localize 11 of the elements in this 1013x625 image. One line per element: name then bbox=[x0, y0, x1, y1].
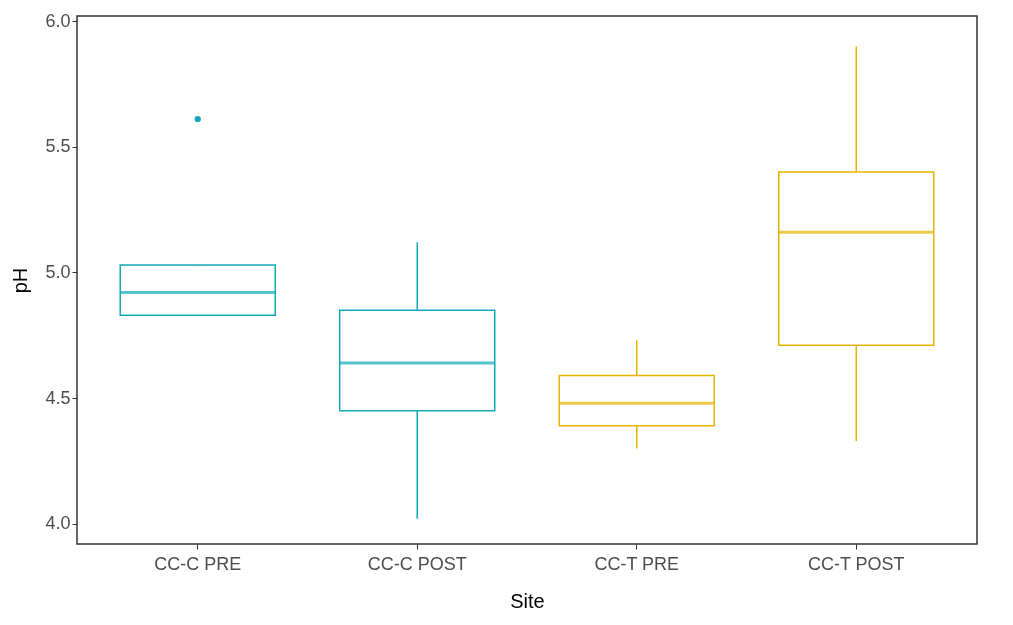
y-tick-label: 5.0 bbox=[45, 261, 71, 282]
x-axis-title: Site bbox=[510, 589, 545, 612]
y-tick-label: 6.0 bbox=[45, 10, 71, 31]
x-tick-label: CC-T POST bbox=[807, 553, 905, 574]
x-tick-label: CC-C PRE bbox=[154, 553, 242, 574]
y-tick-label: 4.5 bbox=[45, 387, 71, 408]
x-tick-label: CC-T PRE bbox=[594, 553, 680, 574]
y-axis-title: pH bbox=[9, 267, 32, 294]
y-tick-label: 5.5 bbox=[45, 136, 71, 157]
x-tick-label: CC-C POST bbox=[367, 553, 467, 574]
y-tick-label: 4.0 bbox=[45, 513, 71, 534]
